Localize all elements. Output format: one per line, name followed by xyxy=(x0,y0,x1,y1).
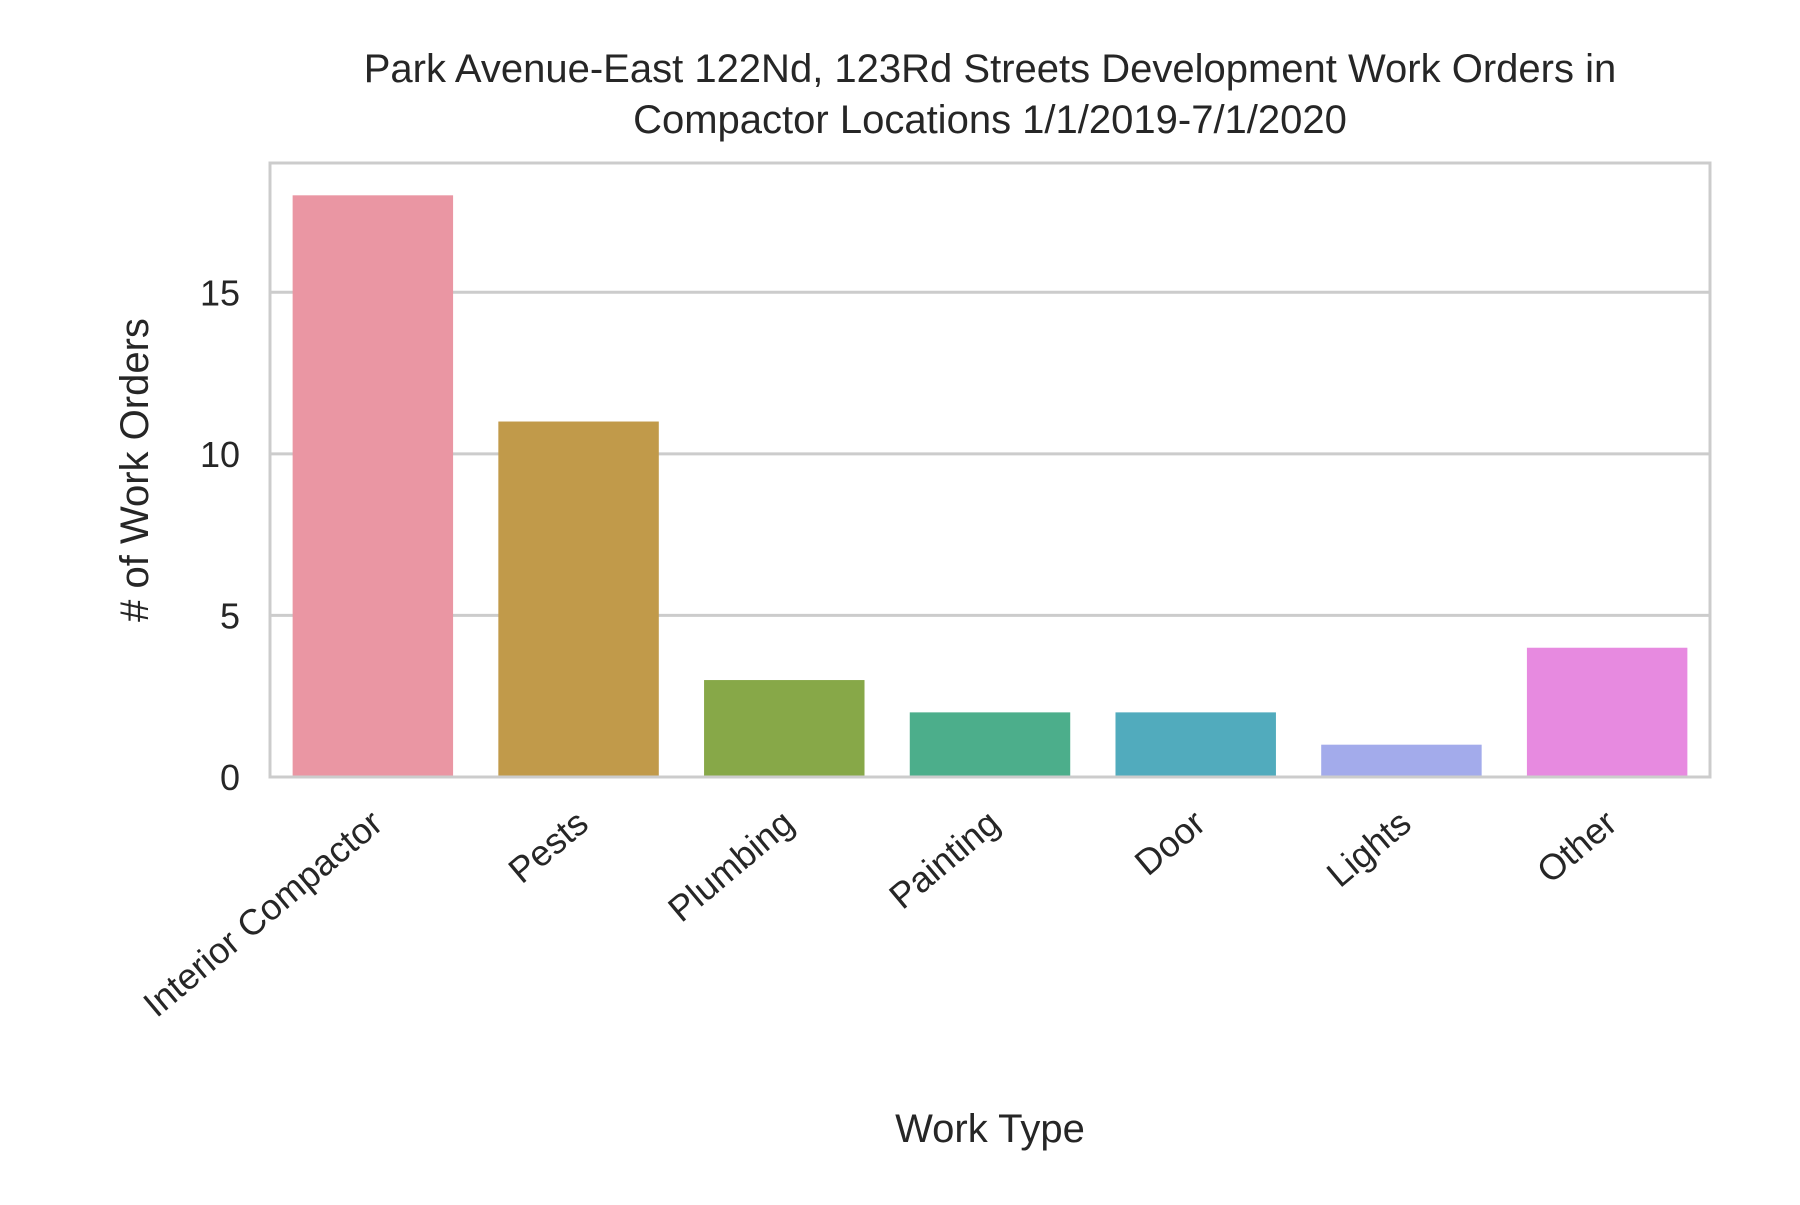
plot-frame xyxy=(268,161,1712,779)
x-tick-label: Interior Compactor xyxy=(135,802,390,1025)
y-tick-label: 0 xyxy=(220,757,240,798)
bar-interior-compactor xyxy=(292,195,454,777)
y-axis-label: # of Work Orders xyxy=(113,318,157,622)
bar-painting xyxy=(909,712,1071,777)
x-tick-label: Painting xyxy=(881,802,1007,917)
bar-plumbing xyxy=(704,680,865,777)
bar-other xyxy=(1526,647,1688,777)
x-tick-label: Door xyxy=(1127,802,1213,884)
bar-lights xyxy=(1321,744,1482,777)
bar-pests xyxy=(498,421,659,777)
x-tick-label: Pests xyxy=(500,802,595,891)
x-tick-label: Lights xyxy=(1319,802,1419,895)
x-axis-label: Work Type xyxy=(895,1107,1085,1151)
x-tick-labels: Interior Compactor Pests Plumbing Painting D… xyxy=(135,802,1624,1025)
bar-door xyxy=(1115,712,1276,777)
y-tick-label: 10 xyxy=(200,434,240,475)
x-tick-label: Plumbing xyxy=(660,802,801,930)
x-tick-label: Other xyxy=(1529,802,1624,891)
bars xyxy=(292,195,1688,777)
chart-title-line-1: Park Avenue-East 122Nd, 123Rd Streets De… xyxy=(364,47,1616,91)
y-tick-labels: 0 5 10 15 xyxy=(200,272,240,798)
y-tick-label: 15 xyxy=(200,272,240,313)
y-tick-label: 5 xyxy=(220,595,240,636)
chart-title-line-2: Compactor Locations 1/1/2019-7/1/2020 xyxy=(633,98,1347,142)
gridlines xyxy=(270,290,1710,617)
